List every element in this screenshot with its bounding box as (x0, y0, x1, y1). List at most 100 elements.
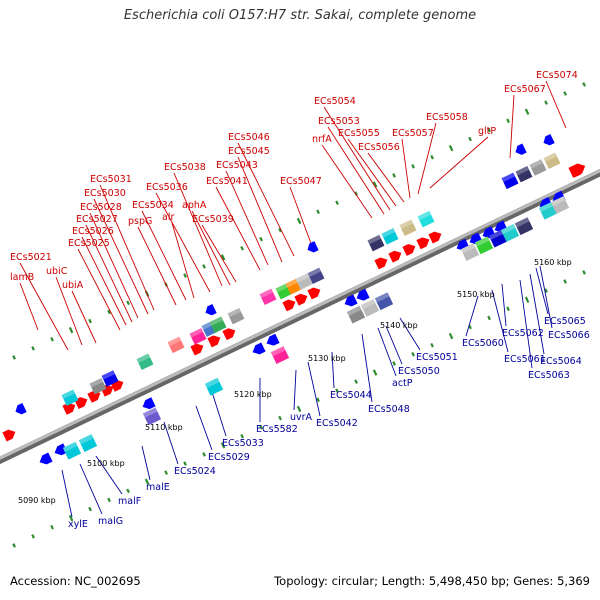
forward-gene-box (259, 288, 277, 306)
gene-arrow-body (54, 443, 68, 456)
forward-gene-box (101, 370, 119, 387)
gene-arrow-body (374, 257, 388, 270)
scale-tick (107, 309, 111, 315)
gene-box-shine (500, 224, 516, 235)
gene-label-top: ECs5055 (338, 128, 380, 139)
gene-label-top: ECs5021 (10, 252, 52, 263)
gene-features (2, 134, 586, 465)
forward-gene-arrow (2, 429, 16, 442)
label-leader-line (361, 333, 373, 403)
scale-tick (183, 273, 187, 278)
gene-box-shine (538, 201, 554, 212)
scale-tick (354, 191, 358, 196)
forward-gene-box (136, 353, 154, 370)
gene-box-shine (285, 278, 300, 288)
gene-arrow-body (266, 333, 280, 346)
gene-box-shine (501, 172, 516, 183)
gene-label-top: ECs5045 (228, 146, 270, 157)
gene-box-shine (307, 267, 322, 278)
label-leader-line (71, 290, 97, 344)
genome-axis-line (0, 169, 600, 460)
gene-arrow-body (282, 299, 296, 312)
label-leader-line (61, 469, 73, 518)
label-leader-line (327, 126, 385, 215)
map-title: Escherichia coli O157:H7 str. Sakai, com… (123, 8, 477, 23)
gene-label-bottom: ECs5044 (330, 390, 372, 401)
gene-box-body (367, 234, 385, 252)
label-leader-line (215, 186, 261, 271)
gene-label-top: pspG (128, 216, 152, 227)
reverse-gene-box (550, 196, 570, 214)
accession-label: Accession: NC_002695 (10, 574, 141, 588)
gene-box-shine (227, 307, 242, 318)
label-leader-line (93, 198, 149, 315)
scale-tick (259, 424, 263, 430)
gene-arrow-body (190, 343, 204, 356)
label-leader-line (195, 405, 213, 451)
scale-tick (278, 415, 282, 421)
gene-box-body (78, 434, 98, 452)
reverse-gene-box (78, 434, 98, 452)
gene-box-shine (399, 219, 414, 229)
gene-box-body (500, 224, 520, 242)
label-leader-line (293, 369, 297, 411)
label-leader-line (535, 267, 549, 315)
gene-box-shine (189, 328, 204, 338)
gene-box-shine (543, 152, 558, 162)
forward-gene-box (529, 159, 547, 176)
scale-tick (50, 336, 54, 342)
scale-tick (316, 209, 320, 215)
scale-tick (468, 136, 472, 142)
gene-box-body (204, 377, 224, 396)
scale-tick (88, 318, 92, 324)
forward-gene-box (543, 152, 561, 170)
scale-tick (544, 288, 548, 293)
label-leader-line (331, 351, 335, 389)
gene-box-body (89, 378, 107, 395)
reverse-gene-arrow (39, 452, 53, 465)
label-leader-line (163, 421, 179, 465)
gene-label-bottom: ECs5066 (548, 330, 590, 341)
gene-arrow-body (568, 163, 586, 178)
gene-label-bottom: ECs5064 (540, 356, 582, 367)
reverse-gene-arrow (252, 342, 266, 355)
gene-box-body (488, 229, 508, 248)
scale-tick (582, 270, 586, 275)
label-leader-line (529, 273, 545, 355)
label-leader-line (465, 295, 479, 337)
gene-box-shine (259, 288, 274, 299)
label-leader-line (99, 184, 155, 311)
label-leader-line (347, 138, 397, 207)
gene-box-body (346, 305, 366, 324)
scale-label: 5130 kbp (308, 354, 346, 363)
gene-label-top: ECs5031 (90, 174, 132, 185)
gene-box-body (259, 288, 277, 306)
gene-box-shine (550, 196, 566, 207)
label-leader-line (173, 172, 223, 287)
gene-box-shine (474, 236, 490, 247)
label-leader-line (79, 463, 103, 515)
label-leader-line (237, 156, 283, 263)
reverse-gene-arrow (356, 288, 370, 301)
gene-box-body (101, 370, 119, 387)
gene-label-top: ECs5025 (68, 238, 110, 249)
gene-label-top: ECs5046 (228, 132, 270, 143)
gene-box-body (189, 328, 207, 345)
forward-gene-box (381, 228, 399, 245)
gene-label-bottom: xylE (68, 519, 88, 530)
gene-box-shine (136, 353, 151, 363)
label-leader-line (491, 289, 509, 353)
gene-box-shine (295, 273, 310, 283)
gene-box-body (307, 267, 325, 285)
scale-tick (88, 506, 92, 512)
gene-box-body (417, 210, 435, 228)
gene-label-bottom: uvrA (290, 412, 313, 423)
forward-gene-arrow (87, 390, 101, 403)
forward-gene-box (367, 234, 385, 252)
scale-tick (372, 369, 378, 376)
gene-box-body (209, 316, 227, 333)
gene-label-bottom: ECs5065 (544, 316, 586, 327)
gene-box-shine (367, 234, 382, 245)
scale-tick (259, 236, 263, 242)
